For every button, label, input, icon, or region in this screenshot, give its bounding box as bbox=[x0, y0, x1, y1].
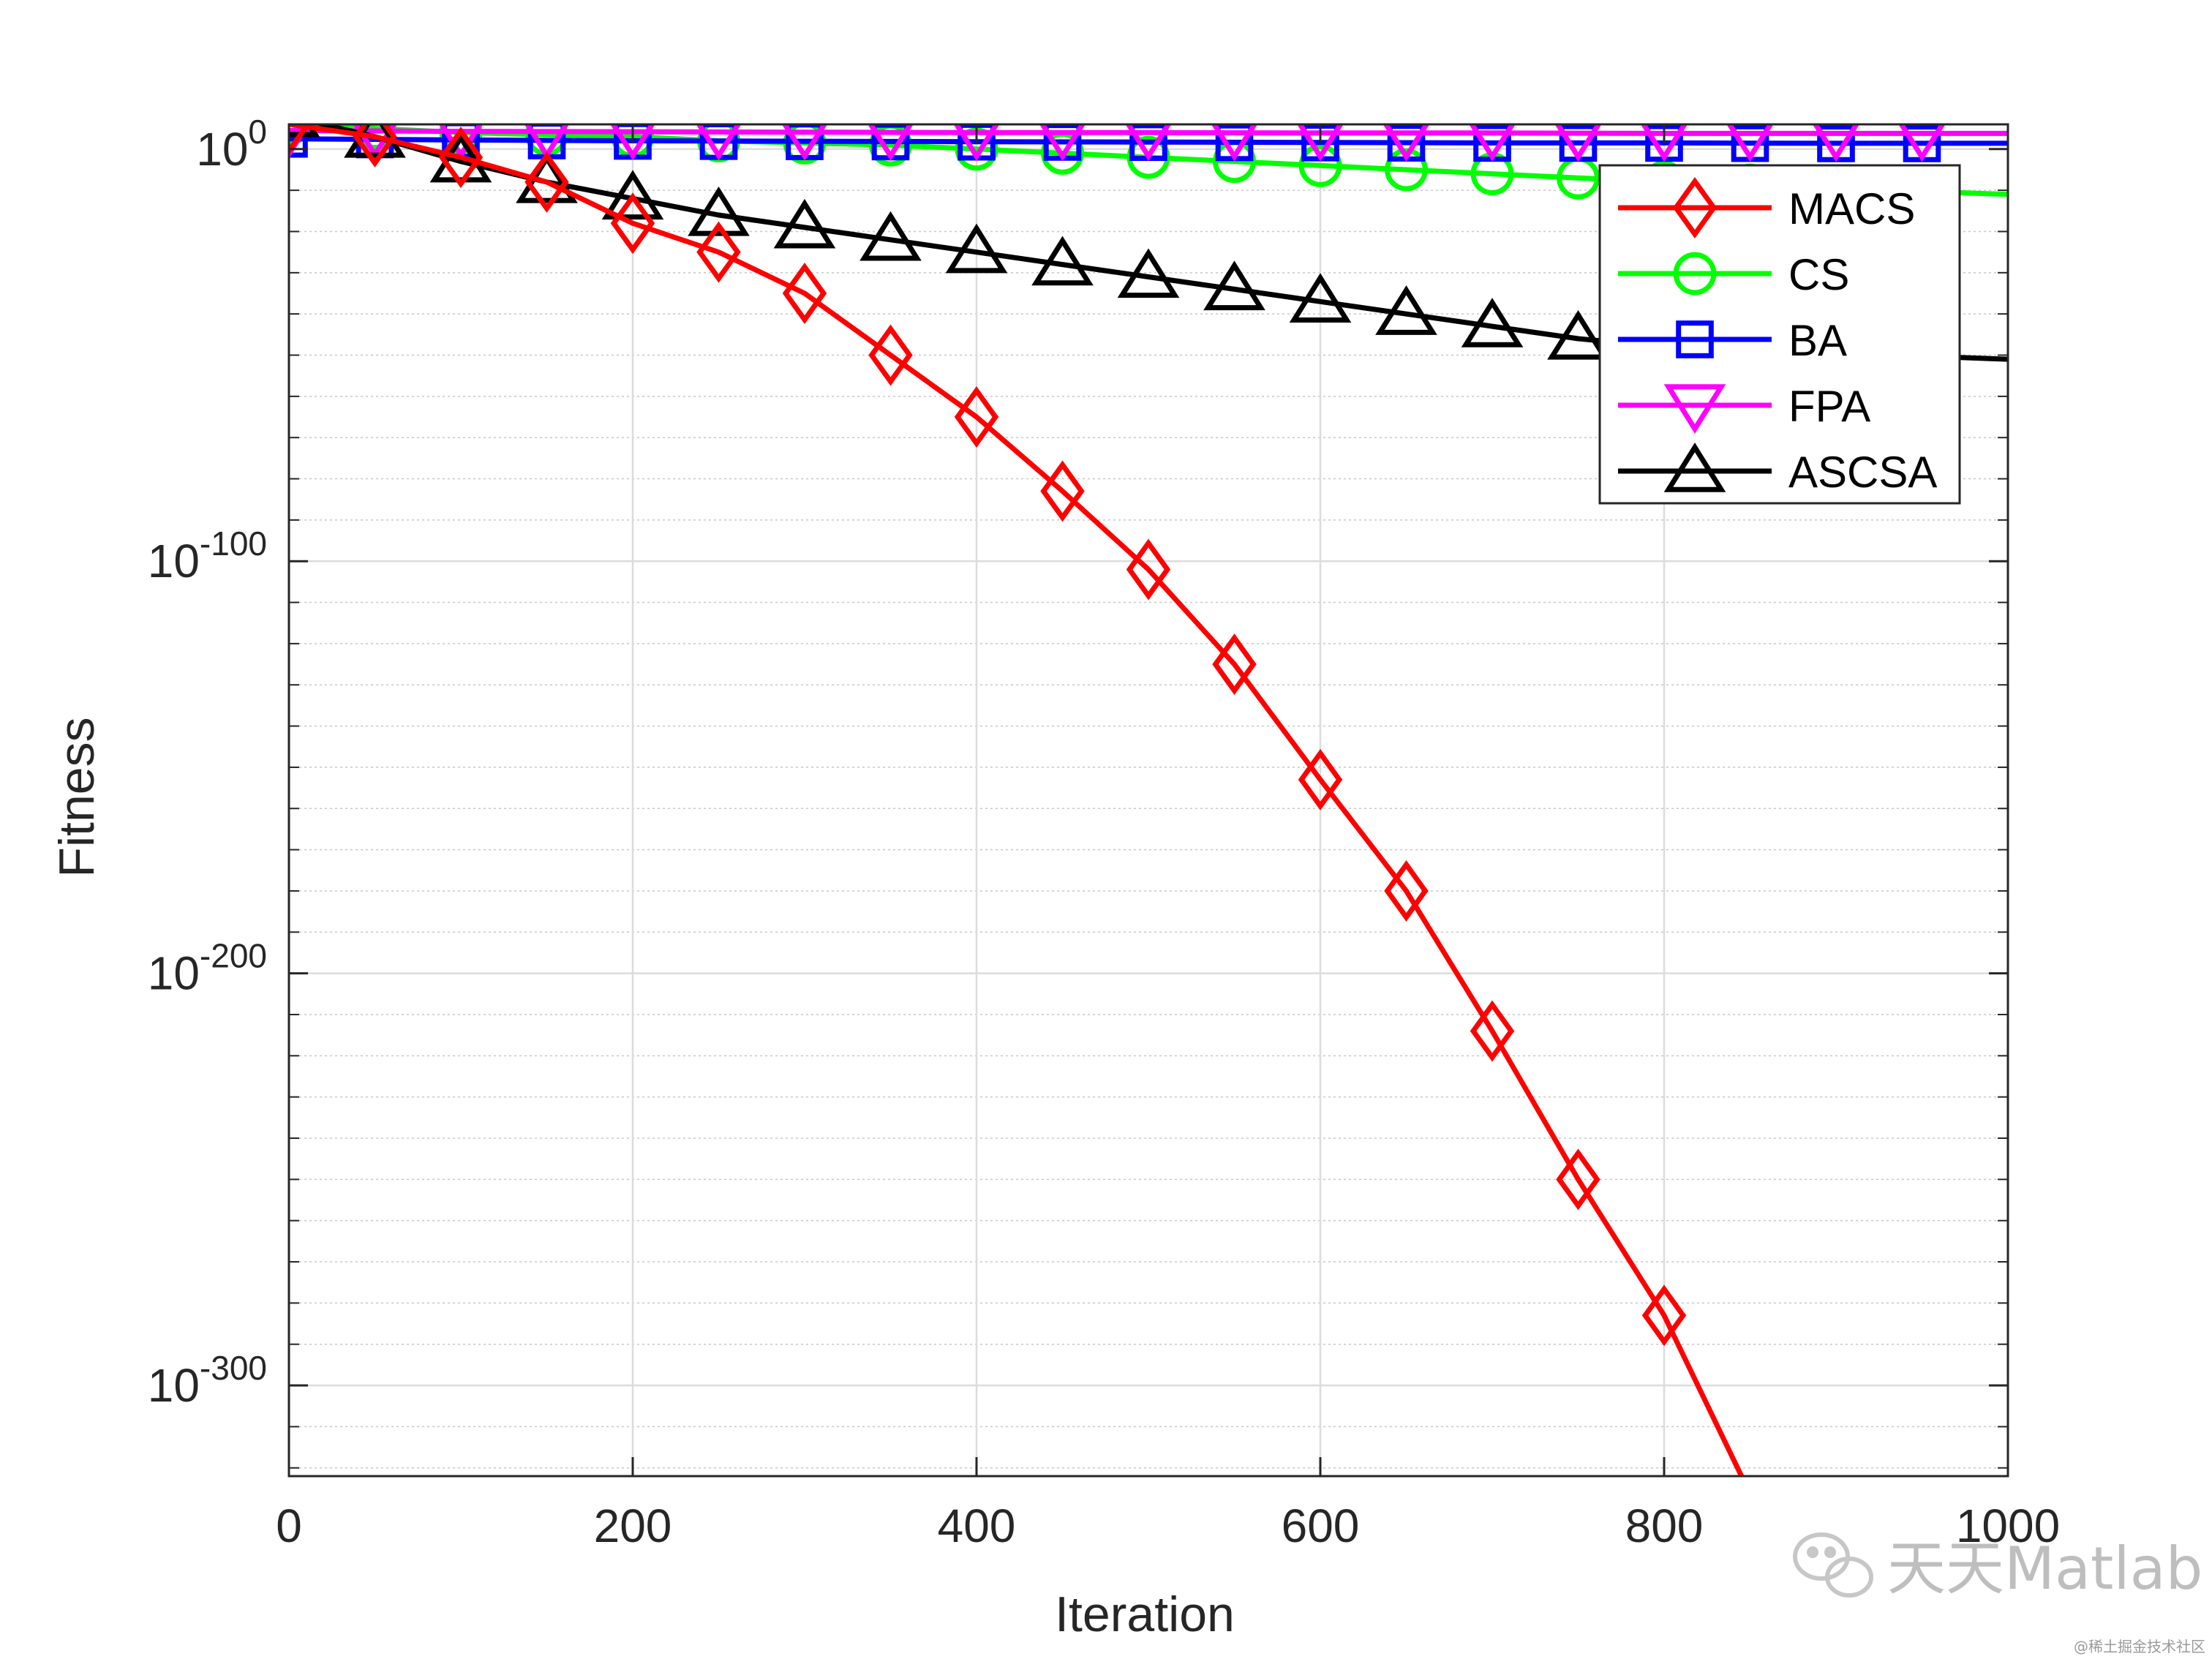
marker-fpa bbox=[781, 124, 828, 161]
x-tick-label: 0 bbox=[276, 1500, 302, 1552]
legend-label: CS bbox=[1788, 250, 1849, 299]
watermark-footer: @稀土掘金技术社区 bbox=[2074, 1638, 2205, 1655]
marker-macs bbox=[610, 192, 655, 255]
marker-ascsa bbox=[1461, 298, 1524, 347]
y-tick-label: 10-100 bbox=[148, 524, 267, 587]
marker-fpa bbox=[1039, 124, 1086, 162]
marker-fpa bbox=[1297, 124, 1344, 162]
marker-fpa bbox=[1469, 124, 1516, 162]
marker-cs bbox=[1298, 143, 1342, 187]
marker-ascsa bbox=[1289, 273, 1352, 323]
marker-ascsa bbox=[688, 186, 750, 236]
marker-ascsa bbox=[1203, 260, 1265, 311]
marker-fpa bbox=[953, 124, 1000, 162]
marker-fpa bbox=[1898, 124, 1946, 162]
series-line-fpa bbox=[289, 128, 2008, 136]
legend-label: MACS bbox=[1788, 184, 1915, 233]
marker-macs bbox=[1641, 1284, 1687, 1347]
marker-ascsa bbox=[1547, 309, 1609, 360]
marker-macs bbox=[1212, 633, 1257, 696]
marker-ascsa bbox=[945, 223, 1008, 274]
wechat-logo-icon bbox=[1793, 1532, 1873, 1598]
marker-macs bbox=[696, 221, 741, 283]
marker-macs bbox=[954, 386, 999, 448]
legend-marker bbox=[1663, 384, 1726, 434]
marker-ascsa bbox=[859, 211, 922, 261]
series-line-ba bbox=[289, 136, 2008, 146]
marker-fpa bbox=[1125, 124, 1172, 162]
x-tick-label: 1000 bbox=[1956, 1500, 2060, 1552]
marker-cs bbox=[1385, 148, 1428, 192]
marker-ascsa bbox=[773, 198, 836, 249]
marker-fpa bbox=[868, 124, 914, 161]
marker-ascsa bbox=[1031, 236, 1094, 286]
legend-label: FPA bbox=[1788, 382, 1870, 431]
y-tick-label: 100 bbox=[196, 113, 267, 176]
legend-box bbox=[1598, 164, 1961, 505]
marker-cs bbox=[1126, 135, 1170, 179]
marker-macs bbox=[1470, 1000, 1515, 1062]
legend-label: ASCSA bbox=[1788, 448, 1937, 497]
legend-item-macs: MACS bbox=[1618, 177, 1915, 238]
y-tick-label: 10-200 bbox=[148, 937, 267, 1000]
legend-item-fpa: FPA bbox=[1618, 382, 1870, 434]
x-tick-label: 600 bbox=[1282, 1500, 1360, 1552]
marker-macs bbox=[438, 127, 484, 189]
marker-fpa bbox=[610, 124, 655, 161]
marker-ascsa bbox=[1375, 285, 1437, 335]
series-layer bbox=[289, 124, 2008, 1476]
legend-marker bbox=[1673, 252, 1717, 296]
legend-item-ascsa: ASCSA bbox=[1618, 442, 1937, 497]
plot-frame bbox=[287, 123, 2009, 1478]
marker-macs bbox=[1040, 460, 1085, 522]
legend-item-ba: BA bbox=[1618, 316, 1847, 365]
y-axis-title: Fitness bbox=[49, 717, 105, 877]
x-tick-label: 800 bbox=[1625, 1500, 1704, 1552]
legend-marker bbox=[1676, 320, 1714, 358]
x-axis-title: Iteration bbox=[1055, 1587, 1235, 1642]
marker-ascsa bbox=[1117, 248, 1180, 298]
marker-fpa bbox=[1382, 124, 1430, 162]
marker-fpa bbox=[1554, 124, 1602, 162]
marker-fpa bbox=[696, 124, 742, 161]
marker-macs bbox=[1384, 859, 1429, 922]
legend-items: MACS CS BA FPA ASCSA bbox=[1618, 177, 1937, 497]
legend-item-cs: CS bbox=[1618, 250, 1849, 299]
legend-label: BA bbox=[1788, 316, 1847, 365]
marker-macs bbox=[353, 124, 397, 168]
marker-ascsa bbox=[601, 170, 664, 220]
marker-macs bbox=[868, 324, 913, 386]
marker-macs bbox=[782, 263, 827, 324]
marker-macs bbox=[1298, 748, 1343, 810]
x-tick-label: 200 bbox=[594, 1500, 672, 1552]
marker-fpa bbox=[1726, 124, 1774, 162]
legend-marker bbox=[1672, 177, 1718, 238]
marker-macs bbox=[524, 151, 569, 213]
series-macs bbox=[289, 124, 1744, 1476]
marker-fpa bbox=[438, 124, 484, 160]
marker-ba bbox=[289, 124, 308, 158]
axis-ticks: 100 10-100 10-200 10-300 0 200 400 600 800 1000 bbox=[148, 113, 2060, 1552]
marker-fpa bbox=[1812, 124, 1860, 162]
y-tick-label: 10-300 bbox=[148, 1349, 267, 1412]
watermark: 天天Matlab bbox=[1793, 1532, 2202, 1603]
marker-fpa bbox=[1211, 124, 1258, 162]
marker-macs bbox=[1556, 1148, 1600, 1211]
marker-fpa bbox=[1640, 124, 1688, 162]
x-tick-label: 400 bbox=[938, 1500, 1016, 1552]
marker-macs bbox=[1126, 538, 1171, 601]
watermark-text: 天天Matlab bbox=[1887, 1535, 2202, 1603]
legend-marker bbox=[1663, 442, 1726, 492]
marker-fpa bbox=[524, 124, 570, 160]
legend: MACS CS BA FPA ASCSA bbox=[1598, 164, 1961, 505]
